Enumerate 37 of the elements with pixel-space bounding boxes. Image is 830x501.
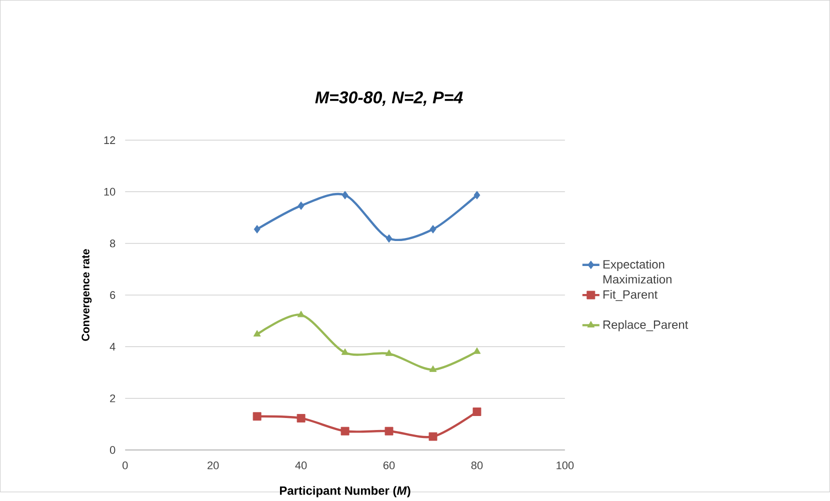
point (340, 427, 350, 436)
point (254, 225, 260, 234)
y-axis-title: Convergence rate (82, 249, 92, 342)
x-tick-label: 20 (208, 462, 219, 470)
point (473, 348, 481, 354)
point (385, 350, 393, 356)
point (296, 414, 306, 423)
point (252, 412, 262, 421)
point (253, 330, 261, 337)
y-tick-label: 2 (110, 394, 116, 402)
legend-label: Fit_Parent (603, 290, 658, 302)
legend-label: Expectation Maximization (603, 260, 672, 284)
point (386, 234, 392, 243)
y-tick-label: 4 (110, 343, 116, 351)
legend-label: Replace_Parent (603, 320, 688, 332)
x-tick-label: 60 (383, 462, 395, 470)
point (298, 202, 304, 210)
point (430, 225, 436, 234)
y-tick-label: 6 (110, 291, 116, 300)
point (428, 432, 438, 442)
x-tick-label: 80 (471, 462, 483, 470)
point (474, 191, 480, 200)
point (429, 366, 437, 372)
y-tick-label: 10 (104, 188, 116, 196)
x-tick-label: 0 (122, 462, 128, 470)
point (297, 310, 305, 318)
x-tick-label: 40 (295, 462, 307, 470)
y-tick-label: 8 (110, 240, 116, 248)
point (341, 348, 349, 356)
y-tick-label: 12 (104, 136, 116, 144)
x-axis-title: Participant Number (M) (280, 486, 410, 498)
chart-title: M=30-80, N=2, P=4 (315, 92, 463, 106)
point (384, 427, 394, 436)
y-tick-label: 0 (110, 446, 116, 454)
point (472, 408, 482, 416)
x-tick-label: 100 (556, 462, 574, 470)
point (342, 191, 348, 200)
